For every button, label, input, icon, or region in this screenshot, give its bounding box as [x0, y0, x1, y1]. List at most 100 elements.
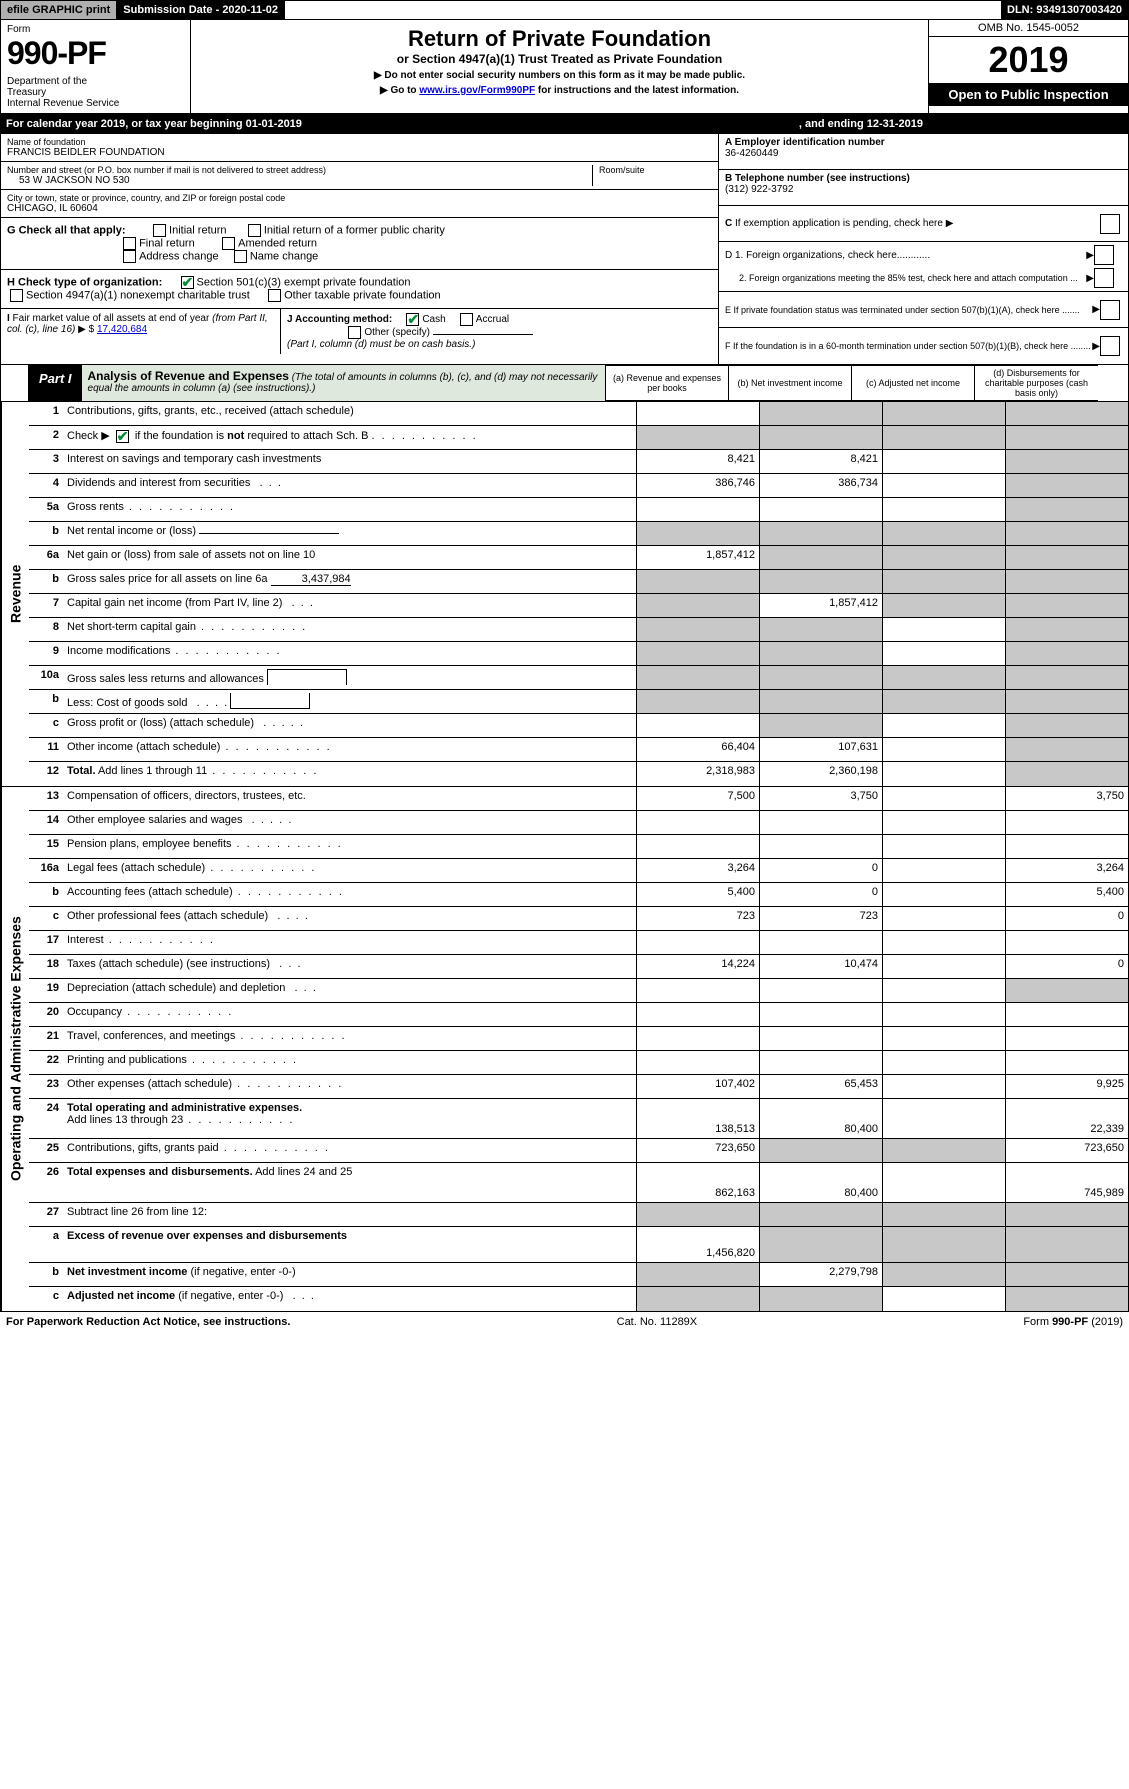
note2-pre: ▶ Go to	[380, 85, 419, 96]
name-change-checkbox[interactable]	[234, 250, 247, 263]
expenses-side-label: Operating and Administrative Expenses	[1, 787, 29, 1311]
j-note: (Part I, column (d) must be on cash basi…	[287, 339, 475, 350]
revenue-table: Revenue 1Contributions, gifts, grants, e…	[0, 402, 1129, 787]
footer-mid: Cat. No. 11289X	[617, 1316, 698, 1328]
tax-year: 2019	[929, 37, 1128, 83]
r10a-desc: Gross sales less returns and allowances	[63, 666, 636, 689]
city-value: CHICAGO, IL 60604	[7, 203, 712, 214]
r23-b: 65,453	[759, 1075, 882, 1098]
r24-b: 80,400	[759, 1099, 882, 1138]
r3-b: 8,421	[759, 450, 882, 473]
initial-former-checkbox[interactable]	[248, 224, 261, 237]
r16c-b: 723	[759, 907, 882, 930]
r18-d: 0	[1005, 955, 1128, 978]
name-label: Name of foundation	[7, 137, 712, 147]
address-cell: Number and street (or P.O. box number if…	[1, 162, 718, 190]
part1-desc: Analysis of Revenue and Expenses (The to…	[82, 365, 605, 401]
r4-b: 386,734	[759, 474, 882, 497]
r26-d: 745,989	[1005, 1163, 1128, 1202]
j-label: J Accounting method:	[287, 314, 392, 325]
r16b-b: 0	[759, 883, 882, 906]
r16b-d: 5,400	[1005, 883, 1128, 906]
form-subtitle: or Section 4947(a)(1) Trust Treated as P…	[197, 52, 922, 66]
other-method-checkbox[interactable]	[348, 326, 361, 339]
header-note1: ▶ Do not enter social security numbers o…	[197, 70, 922, 81]
r16c-a: 723	[636, 907, 759, 930]
j-other: Other (specify)	[364, 327, 430, 338]
r26-b: 80,400	[759, 1163, 882, 1202]
e-checkbox[interactable]	[1100, 300, 1120, 320]
r11-b: 107,631	[759, 738, 882, 761]
b-label: B Telephone number (see instructions)	[725, 173, 910, 184]
irs-link[interactable]: www.irs.gov/Form990PF	[419, 85, 535, 96]
r19-desc: Depreciation (attach schedule) and deple…	[63, 979, 636, 1002]
d2-checkbox[interactable]	[1094, 268, 1114, 288]
d1-checkbox[interactable]	[1094, 245, 1114, 265]
cash-checkbox[interactable]	[406, 313, 419, 326]
amended-return-checkbox[interactable]	[222, 237, 235, 250]
r4-desc: Dividends and interest from securities .…	[63, 474, 636, 497]
r4-a: 386,746	[636, 474, 759, 497]
d-cell: D 1. Foreign organizations, check here..…	[719, 242, 1128, 292]
c-checkbox[interactable]	[1100, 214, 1120, 234]
4947a1-checkbox[interactable]	[10, 289, 23, 302]
r7-b: 1,857,412	[759, 594, 882, 617]
foundation-name: FRANCIS BEIDLER FOUNDATION	[7, 147, 712, 158]
part1-header: Part I Analysis of Revenue and Expenses …	[29, 365, 606, 401]
r16b-a: 5,400	[636, 883, 759, 906]
r1-desc: Contributions, gifts, grants, etc., rece…	[63, 402, 636, 425]
form-title: Return of Private Foundation	[197, 26, 922, 52]
col-d-header: (d) Disbursements for charitable purpose…	[975, 365, 1098, 401]
fmv-value[interactable]: 17,420,684	[97, 324, 147, 335]
other-taxable-checkbox[interactable]	[268, 289, 281, 302]
initial-return-checkbox[interactable]	[153, 224, 166, 237]
501c3-checkbox[interactable]	[181, 276, 194, 289]
r6b-val: 3,437,984	[271, 573, 351, 586]
h-o3: Other taxable private foundation	[284, 289, 441, 301]
part1-header-row: Part I Analysis of Revenue and Expenses …	[0, 365, 1129, 402]
room-label: Room/suite	[599, 165, 712, 175]
r6a-a: 1,857,412	[636, 546, 759, 569]
revenue-rows: 1Contributions, gifts, grants, etc., rec…	[29, 402, 1128, 786]
g-o6: Name change	[250, 250, 319, 262]
header-left: Form 990-PF Department of theTreasuryInt…	[1, 20, 191, 113]
omb-number: OMB No. 1545-0052	[929, 20, 1128, 37]
r12-a: 2,318,983	[636, 762, 759, 786]
r13-desc: Compensation of officers, directors, tru…	[63, 787, 636, 810]
final-return-checkbox[interactable]	[123, 237, 136, 250]
r27b-b: 2,279,798	[759, 1263, 882, 1286]
form-number: 990-PF	[7, 35, 184, 72]
r13-a: 7,500	[636, 787, 759, 810]
accrual-checkbox[interactable]	[460, 313, 473, 326]
schb-checkbox[interactable]	[116, 430, 129, 443]
g-label: G Check all that apply:	[7, 224, 126, 236]
expenses-rows: 13Compensation of officers, directors, t…	[29, 787, 1128, 1311]
footer-right: Form 990-PF (2019)	[1023, 1316, 1123, 1328]
address: 53 W JACKSON NO 530	[7, 175, 592, 186]
r16b-desc: Accounting fees (attach schedule)	[63, 883, 636, 906]
r26-a: 862,163	[636, 1163, 759, 1202]
cal-begin: For calendar year 2019, or tax year begi…	[6, 118, 302, 130]
r27-desc: Subtract line 26 from line 12:	[63, 1203, 636, 1226]
g-o4: Amended return	[238, 237, 317, 249]
r6b-desc: Gross sales price for all assets on line…	[63, 570, 636, 593]
g-check-row: G Check all that apply: Initial return I…	[1, 218, 718, 270]
r18-desc: Taxes (attach schedule) (see instruction…	[63, 955, 636, 978]
r3-desc: Interest on savings and temporary cash i…	[63, 450, 636, 473]
r21-desc: Travel, conferences, and meetings	[63, 1027, 636, 1050]
r16a-a: 3,264	[636, 859, 759, 882]
spacer	[285, 7, 1001, 13]
r11-a: 66,404	[636, 738, 759, 761]
address-change-checkbox[interactable]	[123, 250, 136, 263]
f-checkbox[interactable]	[1100, 336, 1120, 356]
efile-print-button[interactable]: efile GRAPHIC print	[1, 1, 117, 19]
c-cell: C If exemption application is pending, c…	[719, 206, 1128, 242]
footer-left: For Paperwork Reduction Act Notice, see …	[6, 1316, 290, 1328]
r16c-d: 0	[1005, 907, 1128, 930]
r3-a: 8,421	[636, 450, 759, 473]
top-bar: efile GRAPHIC print Submission Date - 20…	[0, 0, 1129, 20]
form-header: Form 990-PF Department of theTreasuryInt…	[0, 20, 1129, 114]
r2-desc: Check ▶ if the foundation is not require…	[63, 426, 636, 449]
r15-desc: Pension plans, employee benefits	[63, 835, 636, 858]
r12-b: 2,360,198	[759, 762, 882, 786]
